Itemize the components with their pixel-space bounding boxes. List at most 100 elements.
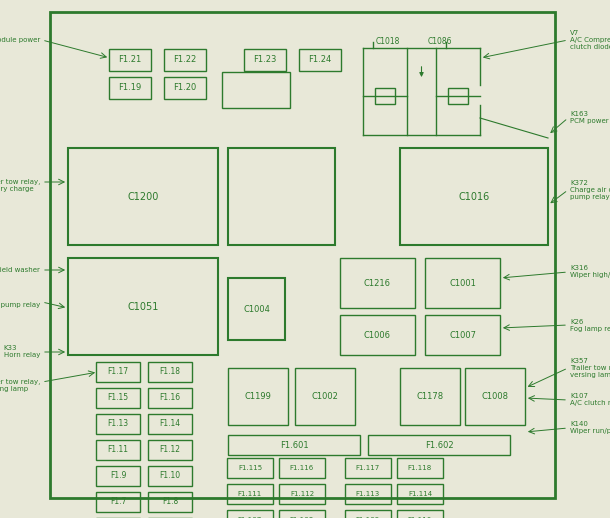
Bar [50, 12, 555, 498]
Text: C1016: C1016 [458, 192, 490, 202]
Bar [397, 484, 443, 504]
Bar [425, 258, 500, 308]
Bar [96, 414, 140, 434]
Bar [148, 440, 192, 460]
Text: K357
Trailer tow relay, re-
versing lamp: K357 Trailer tow relay, re- versing lamp [570, 358, 610, 378]
Text: C1200: C1200 [127, 192, 159, 202]
Bar [375, 88, 395, 104]
Text: F1.107: F1.107 [238, 517, 262, 518]
Text: C1216: C1216 [364, 279, 391, 287]
Bar [96, 362, 140, 382]
Text: F1.112: F1.112 [290, 491, 314, 497]
Bar [448, 88, 468, 104]
Bar [397, 510, 443, 518]
Bar [345, 510, 391, 518]
Bar [400, 368, 460, 425]
Text: F1.18: F1.18 [159, 367, 181, 377]
Bar [148, 466, 192, 486]
Bar [68, 148, 218, 245]
Text: C1051: C1051 [127, 301, 159, 311]
Bar [164, 77, 206, 99]
Bar [109, 49, 151, 71]
Bar [345, 484, 391, 504]
Bar [368, 435, 510, 455]
Bar [148, 388, 192, 408]
Text: F1.24: F1.24 [309, 55, 332, 65]
Text: K355
Trailer tow relay,
battery charge: K355 Trailer tow relay, battery charge [0, 172, 40, 192]
Bar [228, 435, 360, 455]
Text: C1178: C1178 [417, 392, 443, 401]
Bar [425, 315, 500, 355]
Text: K33
Horn relay: K33 Horn relay [4, 346, 40, 358]
Text: C1006: C1006 [364, 330, 391, 339]
Bar [96, 466, 140, 486]
Text: K107
A/C clutch relay: K107 A/C clutch relay [570, 394, 610, 407]
Bar [340, 315, 415, 355]
Bar [299, 49, 341, 71]
Text: F1.14: F1.14 [159, 420, 181, 428]
Bar [228, 148, 335, 245]
Text: F1.11: F1.11 [107, 445, 129, 454]
Text: V34
PCM Module power
diode: V34 PCM Module power diode [0, 30, 40, 50]
Bar [345, 458, 391, 478]
Bar [228, 278, 285, 340]
Text: K163
PCM power relay: K163 PCM power relay [570, 111, 610, 124]
Text: C1086: C1086 [428, 37, 452, 47]
Text: F1.114: F1.114 [408, 491, 432, 497]
Bar [148, 492, 192, 512]
Text: F1.117: F1.117 [356, 465, 380, 471]
Bar [96, 492, 140, 512]
Text: F1.115: F1.115 [238, 465, 262, 471]
Text: F1.116: F1.116 [290, 465, 314, 471]
Text: K4
Fuel pump relay: K4 Fuel pump relay [0, 295, 40, 309]
Bar [148, 362, 192, 382]
Text: C1002: C1002 [312, 392, 339, 401]
Text: C1008: C1008 [481, 392, 509, 401]
Text: F1.22: F1.22 [173, 55, 196, 65]
Bar [109, 77, 151, 99]
Text: F1.113: F1.113 [356, 491, 380, 497]
Text: F1.108: F1.108 [290, 517, 314, 518]
Bar [228, 368, 288, 425]
Bar [227, 510, 273, 518]
Text: F1.601: F1.601 [280, 440, 308, 450]
Bar [244, 49, 286, 71]
Bar [148, 414, 192, 434]
Text: F1.20: F1.20 [173, 83, 196, 93]
Text: V7
A/C Compressor
clutch diode: V7 A/C Compressor clutch diode [570, 30, 610, 50]
Text: F1.111: F1.111 [238, 491, 262, 497]
Bar [340, 258, 415, 308]
Text: F1.7: F1.7 [110, 497, 126, 507]
Bar [279, 484, 325, 504]
Bar [227, 484, 273, 504]
Text: K372
Charge air cooler
pump relay: K372 Charge air cooler pump relay [570, 180, 610, 200]
Text: F1.16: F1.16 [159, 394, 181, 402]
Text: F1.19: F1.19 [118, 83, 142, 93]
Text: C1007: C1007 [449, 330, 476, 339]
Text: K140
Wiper run/park relay: K140 Wiper run/park relay [570, 422, 610, 435]
Bar [465, 368, 525, 425]
Text: C1004: C1004 [243, 305, 270, 313]
Bar [164, 49, 206, 71]
Text: F1.23: F1.23 [253, 55, 277, 65]
Text: F1.9: F1.9 [110, 471, 126, 481]
Bar [96, 440, 140, 460]
Text: C1018: C1018 [376, 37, 400, 47]
Bar [397, 458, 443, 478]
Text: F1.110: F1.110 [408, 517, 432, 518]
Bar [227, 458, 273, 478]
Bar [295, 368, 355, 425]
Text: F1.15: F1.15 [107, 394, 129, 402]
Text: F1.109: F1.109 [356, 517, 380, 518]
Bar [279, 458, 325, 478]
Text: F1.17: F1.17 [107, 367, 129, 377]
Text: F1.602: F1.602 [425, 440, 453, 450]
Bar [222, 72, 290, 108]
Text: C1199: C1199 [245, 392, 271, 401]
Text: K356
Trailer tow relay,
parking lamp: K356 Trailer tow relay, parking lamp [0, 372, 40, 392]
Text: F1.118: F1.118 [408, 465, 432, 471]
Bar [279, 510, 325, 518]
Text: K317
Windshield washer
relay: K317 Windshield washer relay [0, 260, 40, 280]
Bar [400, 148, 548, 245]
Text: F1.13: F1.13 [107, 420, 129, 428]
